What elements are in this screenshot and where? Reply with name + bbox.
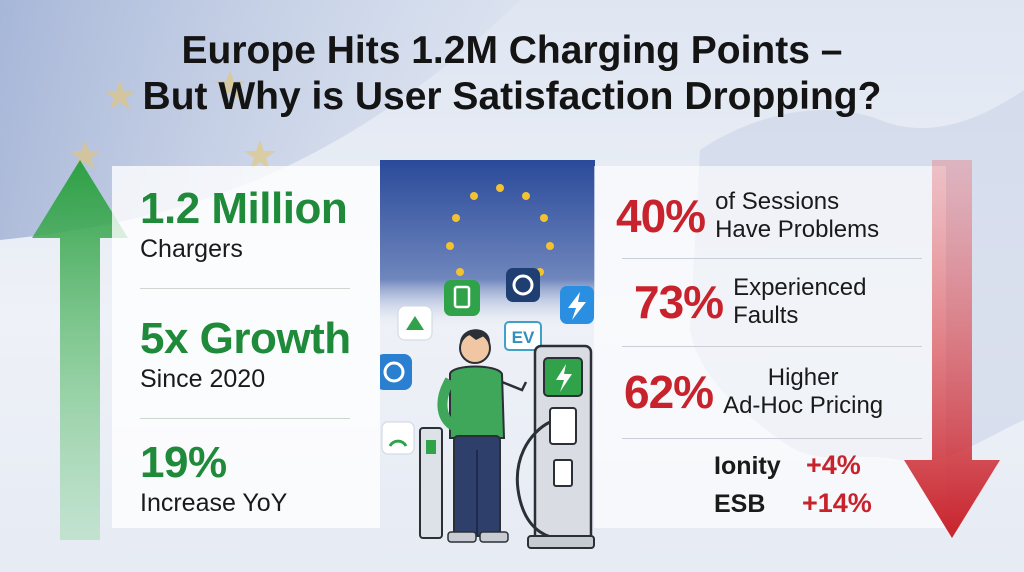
stat-faults-value: 73% [634,276,724,328]
stat-pricing-label-line-2: Ad-Hoc Pricing [723,392,884,419]
stat-sessions-label-line-2: Have Problems [715,216,880,243]
app-icon-refresh [506,268,540,302]
charging-illustration: EV [380,160,595,549]
stat-sessions-label-line-1: of Sessions [715,188,840,215]
svg-text:EV: EV [512,328,535,347]
stat-faults-label-line-2: Faults [733,302,799,329]
stat-growth-value: 5x Growth [140,314,351,363]
stat-sessions-label: of Sessions Have Problems [715,188,879,244]
headline: Europe Hits 1.2M Charging Points – But W… [0,28,1024,120]
confused-user-figure [437,329,528,543]
operator-row-esb: ESB +14% [714,488,872,519]
stat-growth: 5x Growth Since 2020 [140,314,351,394]
background-stars [69,70,276,170]
app-icon-map [397,305,433,341]
stat-chargers-label: Chargers [140,235,243,263]
charging-post [419,427,443,539]
divider [622,258,922,259]
divider [140,418,350,419]
stat-pricing: 62% Higher Ad-Hoc Pricing [624,364,883,420]
stat-chargers-value: 1.2 Million [140,184,348,233]
divider [622,438,922,439]
operator-name: Ionity [714,452,781,480]
operator-change: +14% [802,488,872,518]
stat-sessions-value: 40% [616,190,706,242]
operator-change: +4% [806,450,861,480]
eu-flag-backdrop [380,160,595,330]
stat-faults: 73% Experienced Faults [634,274,867,330]
eu-stars-icon [446,184,554,276]
growth-stats-panel: 1.2 Million Chargers 5x Growth Since 202… [112,166,380,528]
app-icon-charger [444,280,480,316]
stat-growth-label: Since 2020 [140,365,266,393]
growth-arrow-icon [32,160,128,540]
stat-pricing-value: 62% [624,366,714,418]
ev-badge: EV [504,321,542,351]
stat-pricing-label: Higher Ad-Hoc Pricing [723,364,883,420]
stat-yoy: 19% Increase YoY [140,438,287,518]
app-icon-gauge [381,421,415,455]
operator-name: ESB [714,490,766,518]
divider [140,288,350,289]
stat-chargers: 1.2 Million Chargers [140,184,348,264]
stat-pricing-label-line-1: Higher [767,364,839,391]
headline-line-1: Europe Hits 1.2M Charging Points – [181,29,843,72]
app-icon-sync [380,354,412,390]
stat-yoy-value: 19% [140,438,227,487]
stat-faults-label: Experienced Faults [733,274,866,330]
stat-faults-label-line-1: Experienced [733,274,867,301]
divider [622,346,922,347]
operator-row-ionity: Ionity +4% [714,450,861,481]
stat-yoy-label: Increase YoY [140,489,288,517]
app-icon-bolt [560,286,594,324]
problem-stats-panel: 40% of Sessions Have Problems 73% Experi… [594,166,946,528]
stat-sessions-problems: 40% of Sessions Have Problems [616,188,879,244]
decline-arrow-icon [904,160,1000,538]
headline-line-2: But Why is User Satisfaction Dropping? [142,75,882,118]
charging-station [515,344,595,549]
